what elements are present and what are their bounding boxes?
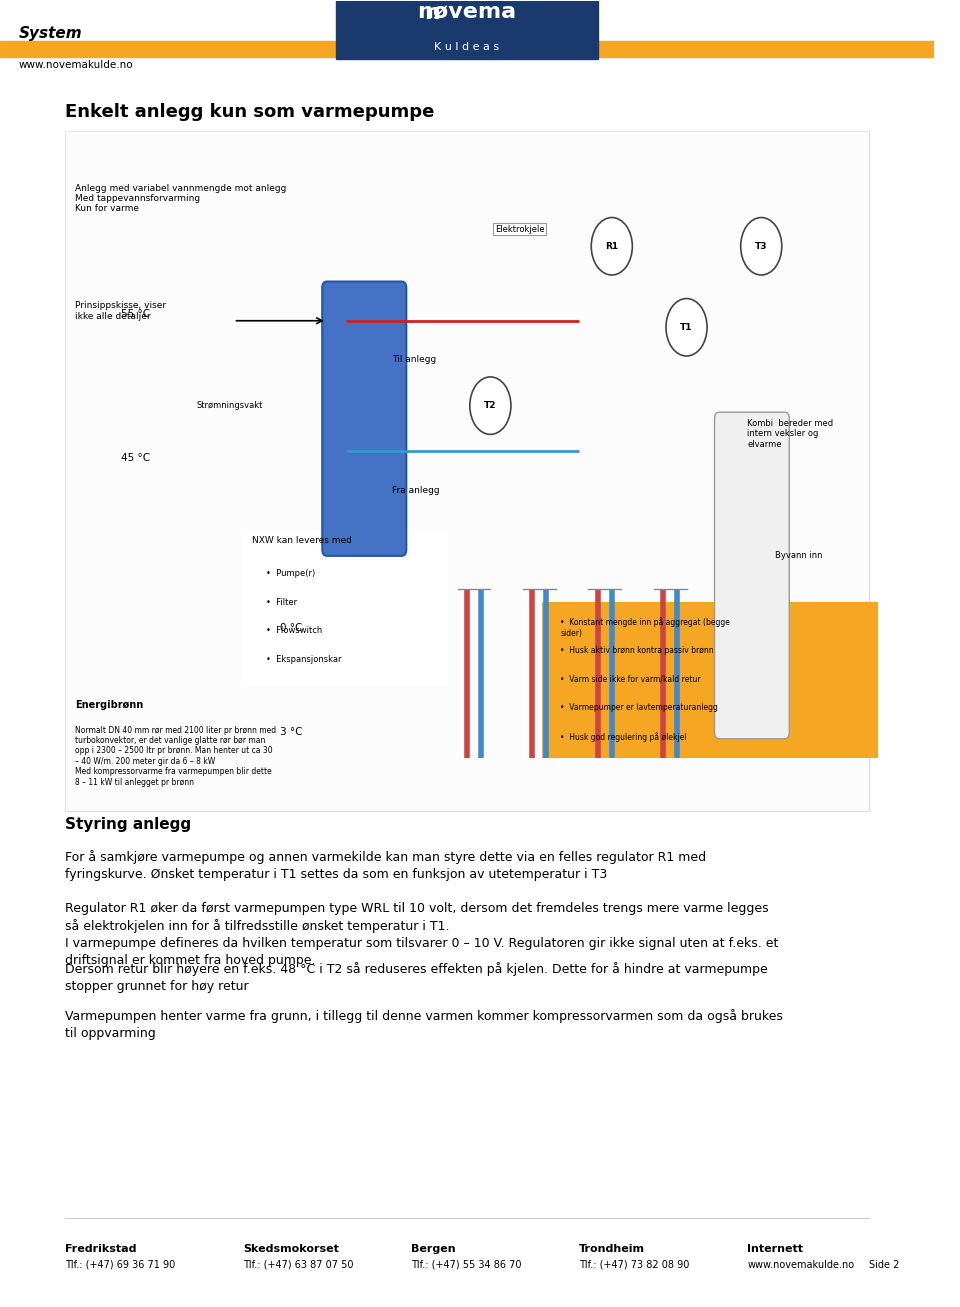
Text: Tlf.: (+47) 55 34 86 70: Tlf.: (+47) 55 34 86 70: [411, 1260, 521, 1270]
Text: Kombi  bereder med
intern veksler og
elvarme: Kombi bereder med intern veksler og elva…: [747, 418, 833, 448]
Text: •  Flowswitch: • Flowswitch: [266, 626, 323, 635]
Text: Dersom retur blir høyere en f.eks. 48 °C i T2 så reduseres effekten på kjelen. D: Dersom retur blir høyere en f.eks. 48 °C…: [65, 962, 768, 993]
Text: Side 2: Side 2: [869, 1260, 899, 1270]
Text: T3: T3: [755, 242, 767, 251]
Text: Normalt DN 40 mm rør med 2100 liter pr brønn med
turbokonvektor, er det vanlige : Normalt DN 40 mm rør med 2100 liter pr b…: [75, 725, 276, 787]
Bar: [65, 131, 869, 810]
Text: T1: T1: [681, 323, 693, 332]
Bar: [65, 131, 869, 810]
Text: Prinsippskisse, viser
ikke alle detaljer: Prinsippskisse, viser ikke alle detaljer: [75, 301, 166, 320]
Text: NXW kan leveres med: NXW kan leveres med: [252, 536, 352, 545]
Text: Anlegg med variabel vannmengde mot anlegg
Med tappevannsforvarming
Kun for varme: Anlegg med variabel vannmengde mot anleg…: [75, 183, 286, 213]
Text: 3 °C: 3 °C: [280, 727, 302, 737]
Text: Regulator R1 øker da først varmepumpen type WRL til 10 volt, dersom det fremdele: Regulator R1 øker da først varmepumpen t…: [65, 902, 779, 967]
Text: For å samkjøre varmepumpe og annen varmekilde kan man styre dette via en felles : For å samkjøre varmepumpe og annen varme…: [65, 850, 707, 881]
Bar: [0, 42, 934, 58]
Text: •  Ekspansjonskar: • Ekspansjonskar: [266, 655, 342, 664]
Text: T2: T2: [484, 401, 496, 410]
Text: 45 °C: 45 °C: [121, 454, 151, 463]
Bar: [541, 601, 878, 758]
Text: Trondheim: Trondheim: [579, 1244, 645, 1255]
Text: Varmepumpen henter varme fra grunn, i tillegg til denne varmen kommer kompressor: Varmepumpen henter varme fra grunn, i ti…: [65, 1009, 783, 1040]
Text: www.novemakulde.no: www.novemakulde.no: [18, 60, 133, 69]
Text: •  Husk aktiv brønn kontra passiv brønn: • Husk aktiv brønn kontra passiv brønn: [561, 646, 714, 655]
Text: Fra anlegg: Fra anlegg: [393, 486, 440, 495]
Text: Tlf.: (+47) 69 36 71 90: Tlf.: (+47) 69 36 71 90: [65, 1260, 176, 1270]
Text: •  Pumpe(r): • Pumpe(r): [266, 569, 316, 578]
Text: Elektrokjele: Elektrokjele: [495, 225, 544, 234]
Text: •  Konstant mengde inn på aggregat (begge
sider): • Konstant mengde inn på aggregat (begge…: [561, 617, 731, 638]
Text: www.novemakulde.no: www.novemakulde.no: [747, 1260, 854, 1270]
Bar: [243, 529, 448, 686]
Circle shape: [741, 217, 781, 274]
Text: System: System: [18, 26, 83, 41]
Text: Fredrikstad: Fredrikstad: [65, 1244, 137, 1255]
Text: Tlf.: (+47) 63 87 07 50: Tlf.: (+47) 63 87 07 50: [243, 1260, 353, 1270]
Text: 55 °C: 55 °C: [121, 310, 151, 319]
Text: •  Husk god regulering på ølekjel: • Husk god regulering på ølekjel: [561, 732, 687, 742]
Circle shape: [666, 298, 708, 356]
Text: •  Filter: • Filter: [266, 597, 298, 606]
Text: Byvann inn: Byvann inn: [776, 552, 823, 561]
Text: Til anlegg: Til anlegg: [393, 356, 437, 365]
Text: Enkelt anlegg kun som varmepumpe: Enkelt anlegg kun som varmepumpe: [65, 103, 435, 120]
Text: Styring anlegg: Styring anlegg: [65, 817, 191, 833]
Text: •  Varm side ikke for varm/kald retur: • Varm side ikke for varm/kald retur: [561, 674, 701, 684]
FancyBboxPatch shape: [714, 412, 789, 738]
Text: Skedsmokorset: Skedsmokorset: [243, 1244, 339, 1255]
Bar: [336, 0, 598, 60]
Text: nøvema: nøvema: [418, 3, 516, 22]
Text: n: n: [423, 3, 440, 22]
Text: •  Varmepumper er lavtemperaturanlegg: • Varmepumper er lavtemperaturanlegg: [561, 703, 718, 712]
Circle shape: [469, 376, 511, 434]
Text: Tlf.: (+47) 73 82 08 90: Tlf.: (+47) 73 82 08 90: [579, 1260, 689, 1270]
Text: Bergen: Bergen: [411, 1244, 456, 1255]
Text: R1: R1: [605, 242, 618, 251]
Text: Energibrønn: Energibrønn: [75, 699, 143, 710]
Text: Internett: Internett: [747, 1244, 804, 1255]
FancyBboxPatch shape: [323, 281, 406, 555]
Text: K u l d e a s: K u l d e a s: [435, 42, 499, 51]
Text: Strømningsvakt: Strømningsvakt: [196, 401, 262, 410]
Circle shape: [591, 217, 633, 274]
Text: 0 °C: 0 °C: [280, 622, 302, 633]
